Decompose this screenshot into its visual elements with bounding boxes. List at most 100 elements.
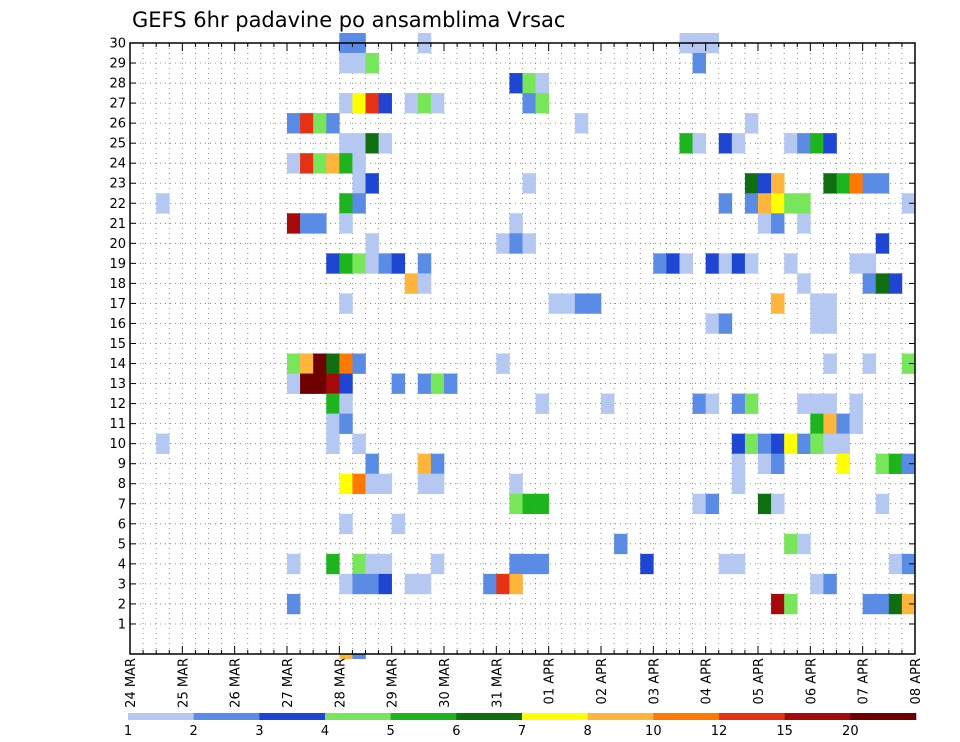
y-tick-label: 25 xyxy=(109,137,126,152)
heat-cell xyxy=(313,213,327,234)
heat-cell xyxy=(535,493,549,515)
heat-cell xyxy=(823,433,837,454)
y-tick-label: 14 xyxy=(109,357,126,372)
heat-cell xyxy=(692,493,706,515)
heat-cell xyxy=(339,53,353,74)
heat-cell xyxy=(156,433,170,454)
heat-cell xyxy=(404,93,419,114)
x-axis: 24 MAR 25 MAR 26 MAR 27 MAR 28 MAR 29 MAR 30 M… xyxy=(124,43,924,708)
heat-cell xyxy=(509,73,523,94)
heat-cell xyxy=(339,93,353,114)
heat-cell xyxy=(744,173,759,194)
heat-cell xyxy=(339,513,353,535)
heat-cell xyxy=(810,573,824,595)
heat-cell xyxy=(352,153,366,174)
heat-cell xyxy=(758,433,772,454)
x-tick-label: 26 MAR xyxy=(229,658,244,708)
x-tick-label: 30 MAR xyxy=(438,658,453,708)
heat-cell xyxy=(731,133,746,154)
heat-cell xyxy=(784,193,798,214)
heat-cell xyxy=(758,493,772,515)
heat-cell xyxy=(679,133,693,154)
heat-cell xyxy=(365,573,379,595)
heat-cell xyxy=(771,593,785,615)
heat-cell-clipped xyxy=(352,654,366,659)
heat-cell xyxy=(810,393,824,414)
heat-cell xyxy=(823,573,837,595)
y-tick-label: 8 xyxy=(118,477,126,492)
y-tick-label: 7 xyxy=(118,497,126,512)
heat-cell xyxy=(797,533,811,555)
heat-cell xyxy=(718,193,733,214)
heat-cell xyxy=(901,353,916,374)
heat-cell xyxy=(352,253,366,274)
colorbar-label: 3 xyxy=(255,724,263,739)
heat-cell xyxy=(771,453,785,475)
y-tick-label: 30 xyxy=(109,37,126,52)
heat-cell xyxy=(339,153,353,174)
colorbar-swatch xyxy=(259,713,326,720)
heat-cell xyxy=(430,553,445,575)
x-tick-label: 25 MAR xyxy=(176,658,191,708)
heat-cell xyxy=(797,273,811,294)
y-tick-label: 22 xyxy=(109,197,126,212)
heat-cell xyxy=(417,373,432,394)
x-tick-label: 01 APR xyxy=(543,658,558,704)
heat-cell xyxy=(391,253,406,274)
heat-cell xyxy=(509,553,523,575)
heat-cell xyxy=(901,453,916,475)
heat-cell xyxy=(378,133,392,154)
heat-cell xyxy=(326,373,340,394)
x-tick-label: 27 MAR xyxy=(281,658,296,708)
heat-cell xyxy=(810,413,824,434)
y-tick-label: 24 xyxy=(109,157,126,172)
heat-cell xyxy=(823,313,837,334)
heat-cell xyxy=(496,233,510,254)
colorbar-swatch xyxy=(587,713,654,720)
heat-cell xyxy=(522,493,536,515)
heat-cell xyxy=(339,573,353,595)
y-tick-label: 13 xyxy=(109,377,126,392)
heat-cell xyxy=(326,433,340,454)
heat-cell xyxy=(522,73,536,94)
heat-cell xyxy=(862,173,877,194)
x-tick-label: 04 APR xyxy=(700,658,715,704)
heat-cell xyxy=(862,273,877,294)
heat-cell xyxy=(339,133,353,154)
heat-cell xyxy=(692,393,706,414)
heat-cell xyxy=(522,553,536,575)
heat-cell xyxy=(875,453,890,475)
heat-cell xyxy=(535,393,549,414)
heat-cell xyxy=(731,453,746,475)
heat-cell xyxy=(771,193,785,214)
heat-cell xyxy=(300,213,314,234)
heat-cell xyxy=(509,233,523,254)
heat-cell xyxy=(718,313,733,334)
heat-cell xyxy=(339,193,353,214)
heat-cell xyxy=(888,553,903,575)
y-tick-label: 11 xyxy=(109,417,126,432)
heat-cell xyxy=(705,313,720,334)
heat-cell xyxy=(365,453,379,475)
heat-cell xyxy=(823,413,837,434)
heat-cell xyxy=(326,153,340,174)
heat-cell xyxy=(430,453,445,475)
heat-cell xyxy=(901,593,916,615)
heat-cell xyxy=(378,473,392,495)
heat-cell xyxy=(797,193,811,214)
heat-cell xyxy=(784,593,798,615)
heat-cell xyxy=(483,573,497,595)
heat-cell xyxy=(875,593,890,615)
heat-cell xyxy=(313,113,327,134)
y-tick-label: 6 xyxy=(118,517,126,532)
y-tick-label: 4 xyxy=(118,557,126,572)
heat-cell xyxy=(744,113,759,134)
heat-cell xyxy=(823,393,837,414)
heat-cell xyxy=(287,373,301,394)
heat-cell xyxy=(718,553,733,575)
heat-cell xyxy=(849,173,863,194)
heat-cell xyxy=(849,413,863,434)
heat-cell xyxy=(875,233,890,254)
heat-cell xyxy=(574,293,589,314)
x-tick-label: 28 MAR xyxy=(333,658,348,708)
